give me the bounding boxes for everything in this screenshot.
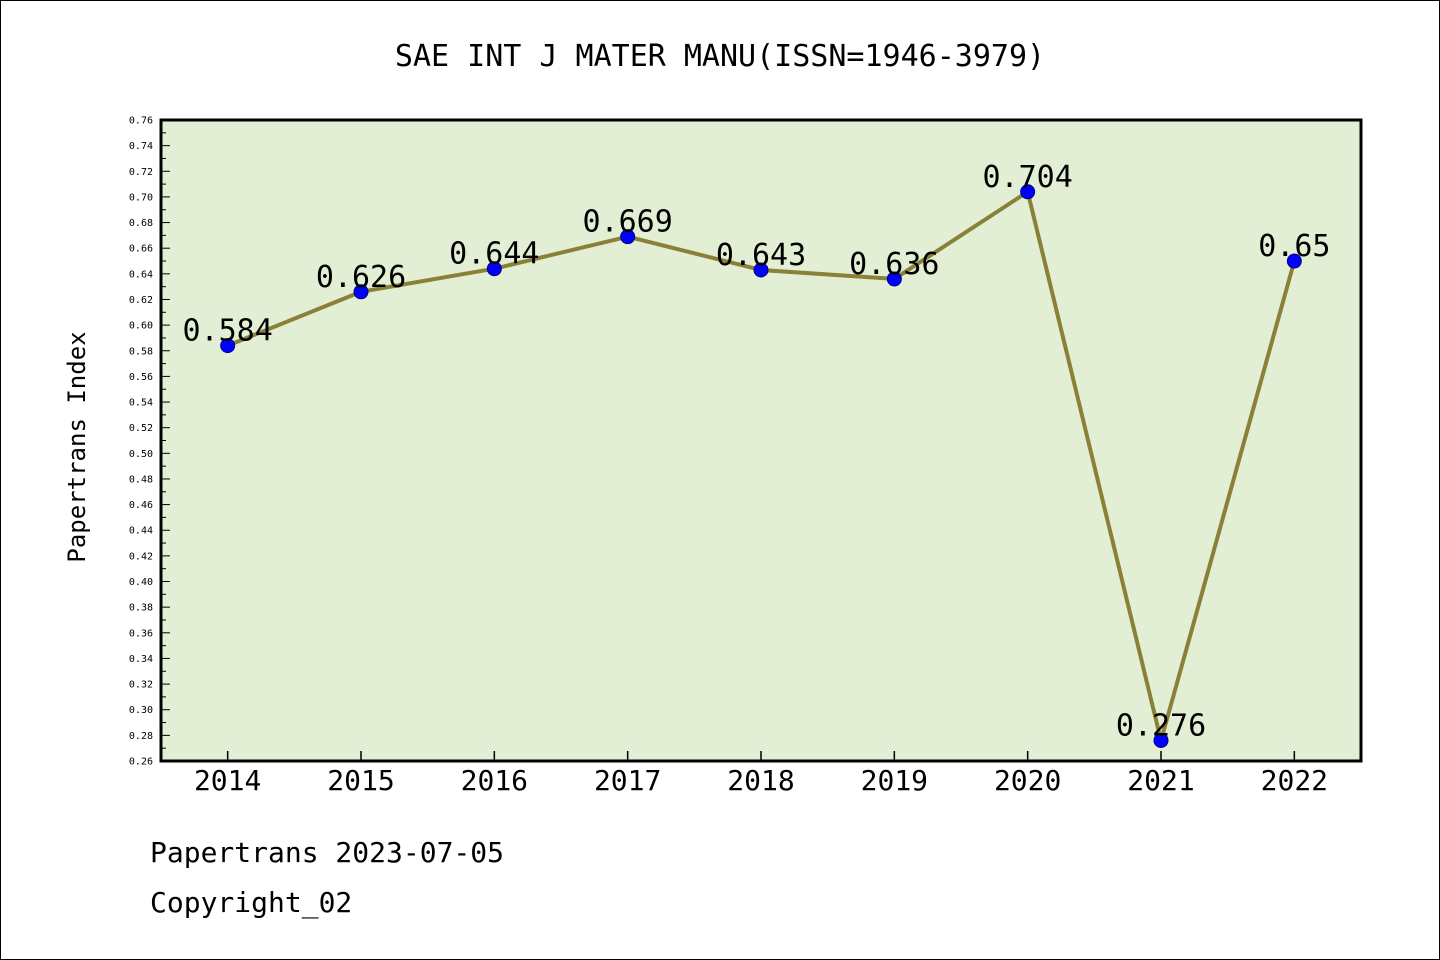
plot-border: [159, 118, 1363, 763]
x-axis: 2014 2015 2016 2017 2018 2019 2020 2021 2022: [194, 751, 1328, 797]
y-tick-label: 0.42: [129, 551, 153, 562]
x-tick-label: 2021: [1127, 764, 1194, 797]
y-tick-label: 0.34: [129, 654, 153, 665]
data-label: 0.276: [1116, 708, 1206, 743]
x-tick-label: 2015: [327, 764, 394, 797]
data-point: [1286, 253, 1302, 269]
data-label: 0.644: [449, 237, 539, 272]
data-point: [486, 261, 502, 277]
data-label: 0.669: [583, 205, 673, 240]
chart-title: SAE INT J MATER MANU(ISSN=1946-3979): [395, 39, 1045, 74]
y-tick-label: 0.36: [129, 628, 153, 639]
y-tick-label: 0.30: [129, 705, 153, 716]
data-label: 0.704: [983, 160, 1073, 195]
footer-copyright: Copyright_02: [150, 886, 353, 919]
x-tick-label: 2020: [994, 764, 1061, 797]
y-tick-label: 0.58: [129, 346, 153, 357]
x-tick-label: 2022: [1261, 764, 1328, 797]
data-point: [353, 284, 369, 300]
y-tick-label: 0.48: [129, 474, 153, 485]
data-point: [1020, 184, 1036, 200]
y-axis: 0.26 0.28 0.30 0.32 0.34 0.36 0.38 0.40 0.42 0.44…: [129, 116, 170, 768]
data-point: [753, 262, 769, 278]
data-label: 0.584: [183, 314, 273, 349]
y-tick-label: 0.38: [129, 603, 153, 614]
data-label: 0.65: [1258, 229, 1330, 264]
x-tick-label: 2019: [861, 764, 928, 797]
x-tick-label: 2014: [194, 764, 261, 797]
y-axis-label: Papertrans Index: [63, 331, 91, 562]
y-tick-label: 0.68: [129, 218, 153, 229]
x-tick-label: 2016: [461, 764, 528, 797]
data-point: [220, 338, 236, 354]
y-tick-label: 0.60: [129, 321, 153, 332]
plot-area: [161, 120, 1361, 761]
x-tick-label: 2017: [594, 764, 661, 797]
footer-date: Papertrans 2023-07-05: [150, 836, 505, 869]
y-tick-label: 0.64: [129, 269, 153, 280]
y-tick-label: 0.44: [129, 526, 153, 537]
y-tick-label: 0.70: [129, 192, 153, 203]
data-label: 0.626: [316, 260, 406, 295]
y-tick-label: 0.32: [129, 680, 153, 691]
y-tick-label: 0.26: [129, 757, 153, 768]
y-tick-label: 0.66: [129, 244, 153, 255]
data-point: [620, 229, 636, 245]
data-point: [886, 271, 902, 287]
y-tick-label: 0.40: [129, 577, 153, 588]
data-point: [1153, 732, 1169, 748]
y-tick-label: 0.56: [129, 372, 153, 383]
y-tick-label: 0.52: [129, 423, 153, 434]
data-markers: [220, 184, 1302, 748]
data-label: 0.636: [849, 247, 939, 282]
y-tick-label: 0.76: [129, 116, 153, 127]
y-tick-label: 0.50: [129, 449, 153, 460]
data-label: 0.643: [716, 238, 806, 273]
x-tick-label: 2018: [727, 764, 794, 797]
y-tick-label: 0.62: [129, 295, 153, 306]
y-tick-label: 0.54: [129, 398, 153, 409]
y-tick-label: 0.28: [129, 731, 153, 742]
y-tick-label: 0.72: [129, 167, 153, 178]
data-labels: 0.584 0.626 0.644 0.669 0.643 0.636 0.704 0.276…: [183, 160, 1331, 744]
y-tick-label: 0.74: [129, 141, 153, 152]
y-tick-label: 0.46: [129, 500, 153, 511]
